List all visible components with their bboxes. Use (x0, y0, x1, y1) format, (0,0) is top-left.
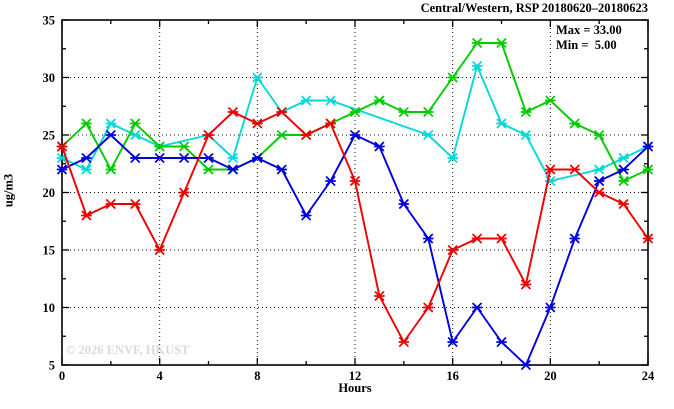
y-tick-label: 15 (43, 244, 56, 258)
stats-annotation: Max = 33.00 Min = 5.00 (556, 23, 622, 53)
x-tick-label: 16 (446, 369, 459, 383)
series-line-red-series (61, 111, 649, 343)
min-value-label: Min = 5.00 (556, 38, 617, 52)
x-tick-label: 12 (349, 369, 362, 383)
x-tick-label: 0 (59, 369, 65, 383)
series-line-cyan-series (61, 65, 649, 182)
series-markers-blue-series (56, 130, 654, 370)
y-tick-label: 20 (43, 186, 56, 200)
x-tick-label: 8 (254, 369, 260, 383)
max-value-label: Max = 33.00 (556, 23, 622, 37)
x-tick-label: 20 (544, 369, 557, 383)
x-axis-label: Hours (338, 381, 372, 395)
chart-title: Central/Western, RSP 20180620–20180623 (420, 1, 648, 15)
y-tick-label: 10 (43, 301, 56, 315)
x-tick-label: 4 (157, 369, 164, 383)
y-tick-label: 25 (43, 129, 56, 143)
y-axis-label: ug/m3 (1, 173, 16, 208)
y-tick-label: 35 (43, 14, 56, 28)
y-tick-label: 30 (43, 71, 56, 85)
x-tick-label: 24 (642, 369, 655, 383)
series-markers-red-series (56, 107, 654, 347)
watermark: © 2026 ENVF, HKUST (66, 343, 190, 357)
y-tick-label: 5 (49, 359, 55, 373)
